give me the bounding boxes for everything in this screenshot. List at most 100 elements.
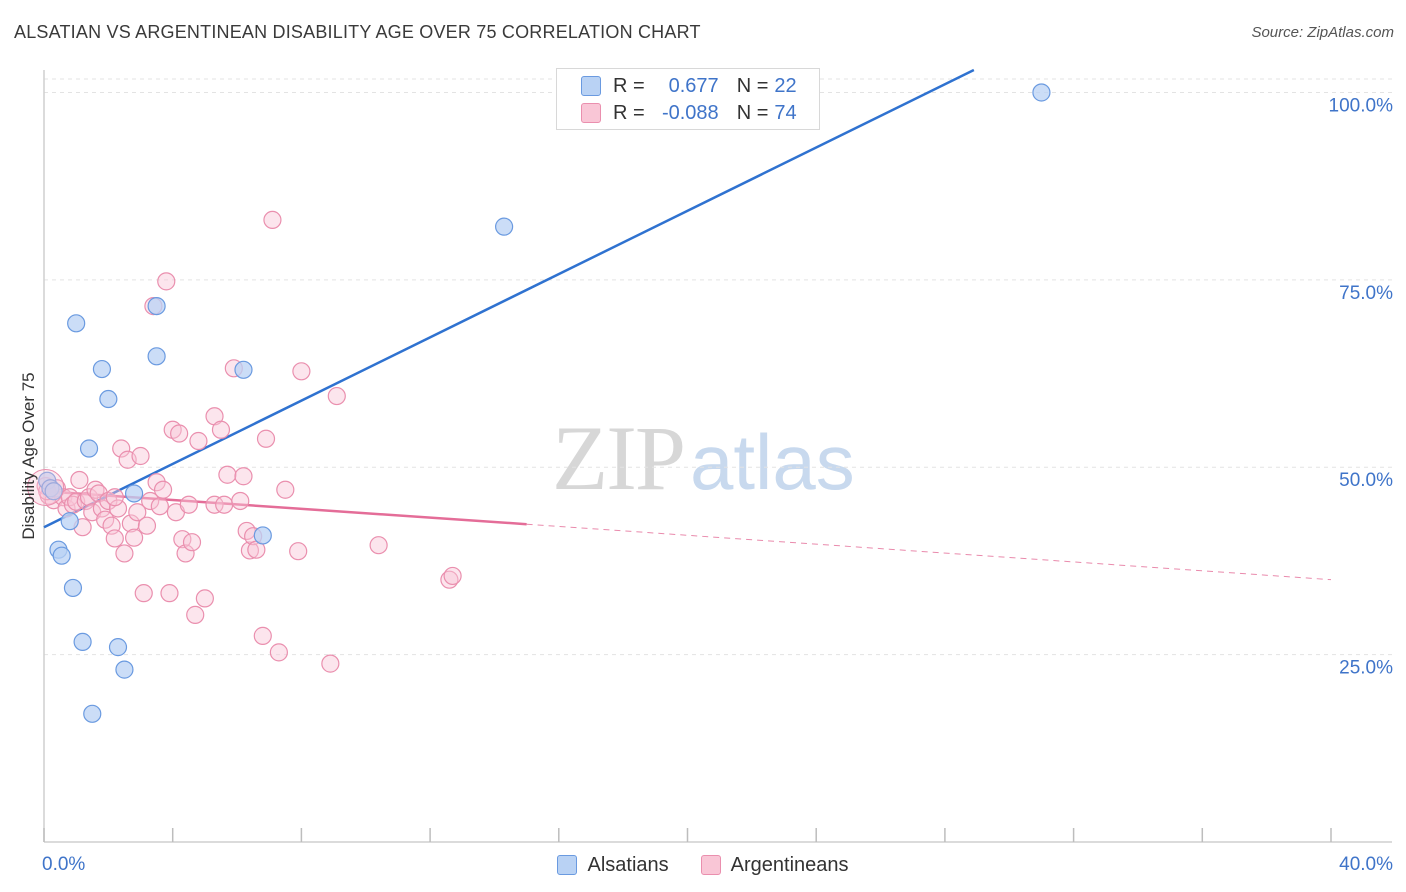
point-argentineans-52 xyxy=(218,465,237,484)
point-alsatians-16 xyxy=(147,347,166,366)
r-value: 0.677 xyxy=(668,74,719,97)
point-argentineans-50 xyxy=(211,420,231,439)
point-argentineans-68 xyxy=(327,386,346,406)
watermark-zip: ZIP xyxy=(552,407,686,509)
r-label: R = xyxy=(613,101,645,124)
y-tick-label-75: 75.0% xyxy=(1339,283,1393,304)
x-tick-label-40: 40.0% xyxy=(1339,854,1393,875)
watermark-logo: ZIPatlas xyxy=(552,405,855,511)
point-argentineans-54 xyxy=(231,491,250,511)
point-argentineans-47 xyxy=(195,589,214,608)
point-alsatians-13 xyxy=(108,638,128,657)
point-argentineans-29 xyxy=(134,584,153,603)
point-argentineans-43 xyxy=(179,495,198,514)
n-label: N = xyxy=(736,101,769,124)
point-argentineans-12 xyxy=(79,488,99,507)
point-argentineans-73 xyxy=(105,488,124,507)
watermark-atlas: atlas xyxy=(690,418,855,506)
point-argentineans-20 xyxy=(105,529,124,548)
point-argentineans-34 xyxy=(150,497,169,516)
alsatians-swatch xyxy=(581,76,601,96)
trend-lines xyxy=(43,68,1332,581)
point-argentineans-48 xyxy=(205,495,224,514)
r-label: R = xyxy=(613,74,645,97)
n-value: 74 xyxy=(774,101,797,124)
point-alsatians-6 xyxy=(63,578,83,598)
point-alsatians-2 xyxy=(44,482,63,501)
point-alsatians-15 xyxy=(124,484,144,503)
point-argentineans-66 xyxy=(292,362,311,381)
legend-label-alsatians: Alsatians xyxy=(587,853,669,876)
stats-legend: R = 0.677 N = 22 R = -0.088 N = 74 xyxy=(556,68,820,130)
point-alsatians-4 xyxy=(52,546,71,565)
point-argentineans-45 xyxy=(186,605,205,624)
point-alsatians-14 xyxy=(115,660,134,679)
point-argentineans-22 xyxy=(112,439,131,458)
point-argentineans-44 xyxy=(182,533,202,552)
y-axis-label: Disability Age Over 75 xyxy=(19,372,38,540)
n-value: 22 xyxy=(774,74,797,97)
point-argentineans-40 xyxy=(170,424,189,443)
chart-title: ALSATIAN VS ARGENTINEAN DISABILITY AGE O… xyxy=(14,22,701,42)
n-label: N = xyxy=(736,74,769,97)
legend-row-alsatians: R = 0.677 N = 22 xyxy=(581,72,797,100)
point-argentineans-31 xyxy=(141,491,160,511)
point-alsatians-11 xyxy=(92,359,112,379)
point-argentineans-64 xyxy=(276,480,295,499)
data-points xyxy=(27,83,1051,723)
point-alsatians-9 xyxy=(79,439,99,458)
point-argentineans-55 xyxy=(234,467,253,486)
point-alsatians-19 xyxy=(253,526,272,545)
point-argentineans-65 xyxy=(289,542,308,561)
point-argentineans-60 xyxy=(253,626,272,645)
point-argentineans-30 xyxy=(137,516,157,535)
point-argentineans-28 xyxy=(131,446,150,466)
point-alsatians-10 xyxy=(83,704,102,723)
legend-item-alsatians[interactable]: Alsatians xyxy=(557,853,669,877)
point-argentineans-51 xyxy=(215,495,234,514)
legend-row-argentineans: R = -0.088 N = 74 xyxy=(581,99,797,127)
legend-item-argentineans[interactable]: Argentineans xyxy=(700,853,849,877)
point-argentineans-37 xyxy=(160,584,179,603)
trend-line-alsatians xyxy=(43,68,975,529)
point-argentineans-69 xyxy=(369,536,388,555)
point-argentineans-67 xyxy=(321,654,340,673)
point-alsatians-12 xyxy=(99,389,118,409)
argentineans-swatch xyxy=(581,103,601,123)
point-alsatians-17 xyxy=(147,296,166,316)
point-alsatians-7 xyxy=(67,314,86,333)
x-tick-label-0: 0.0% xyxy=(42,854,85,875)
point-argentineans-71 xyxy=(443,566,462,586)
trend-extension-argentineans xyxy=(526,523,1332,581)
point-alsatians-5 xyxy=(60,512,79,531)
y-tick-label-50: 50.0% xyxy=(1339,470,1393,491)
series-legend: Alsatians Argentineans xyxy=(0,851,1406,879)
axes xyxy=(43,70,1392,843)
point-argentineans-27 xyxy=(128,503,147,522)
point-argentineans-42 xyxy=(176,544,195,563)
tick-labels: 25.0% 50.0% 75.0% 100.0% 0.0% 40.0% xyxy=(42,95,1393,875)
trend-line-argentineans xyxy=(43,489,527,526)
point-argentineans-21 xyxy=(108,499,128,518)
point-argentineans-16 xyxy=(92,499,112,518)
point-argentineans-35 xyxy=(153,480,173,499)
point-alsatians-20 xyxy=(495,217,514,236)
point-argentineans-cluster xyxy=(27,468,65,506)
point-argentineans-9 xyxy=(70,470,89,490)
alsatians-swatch xyxy=(557,855,578,875)
y-tick-label-100: 100.0% xyxy=(1329,95,1394,116)
source-label: Source: ZipAtlas.com xyxy=(1251,24,1394,41)
point-argentineans-46 xyxy=(189,431,208,451)
point-argentineans-23 xyxy=(115,544,134,563)
point-argentineans-57 xyxy=(240,541,260,560)
point-argentineans-26 xyxy=(124,528,144,547)
point-alsatians-8 xyxy=(73,632,92,651)
point-argentineans-62 xyxy=(263,210,282,230)
legend-label-argentineans: Argentineans xyxy=(730,853,849,876)
r-value: -0.088 xyxy=(661,101,719,124)
point-argentineans-61 xyxy=(256,429,276,448)
point-alsatians-18 xyxy=(234,360,253,379)
argentineans-swatch xyxy=(700,855,721,875)
point-argentineans-33 xyxy=(147,473,166,492)
